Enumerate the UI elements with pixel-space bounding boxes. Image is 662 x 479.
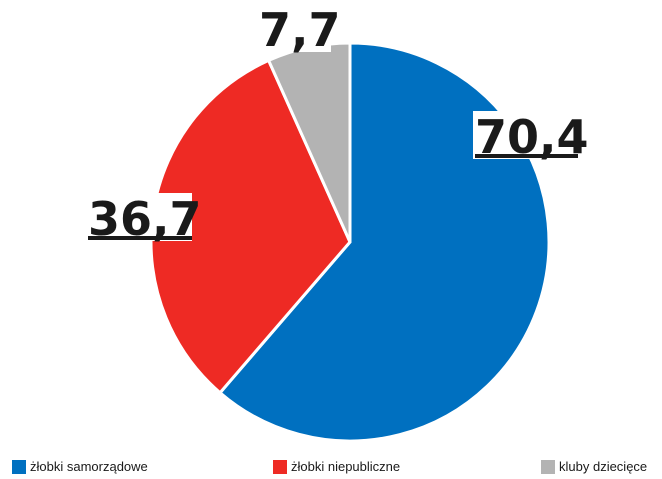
value-label-background xyxy=(473,111,578,159)
legend-swatch xyxy=(541,459,555,474)
legend-item-zlobki-niepubliczne: żłobki niepubliczne xyxy=(273,459,400,474)
legend-swatch xyxy=(273,459,287,474)
legend-label: żłobki niepubliczne xyxy=(291,459,401,474)
value-labels: 70,4 36,7 7,7 xyxy=(86,3,589,246)
value-label-background xyxy=(257,4,331,52)
legend-item-kluby-dzieciece: kluby dziecięce xyxy=(541,459,647,474)
pie-slices xyxy=(149,41,551,443)
legend-item-zlobki-samorzadowe: żłobki samorządowe xyxy=(12,459,148,474)
value-label-background xyxy=(86,193,192,241)
legend: żłobki samorządowe żłobki niepubliczne k… xyxy=(0,459,662,479)
value-label-kluby-dzieciece: 7,7 xyxy=(259,3,341,57)
legend-label: żłobki samorządowe xyxy=(30,459,148,474)
legend-swatch xyxy=(12,459,26,474)
pie-slice-zlobki-samorzadowe xyxy=(218,41,551,443)
legend-label: kluby dziecięce xyxy=(559,459,648,474)
